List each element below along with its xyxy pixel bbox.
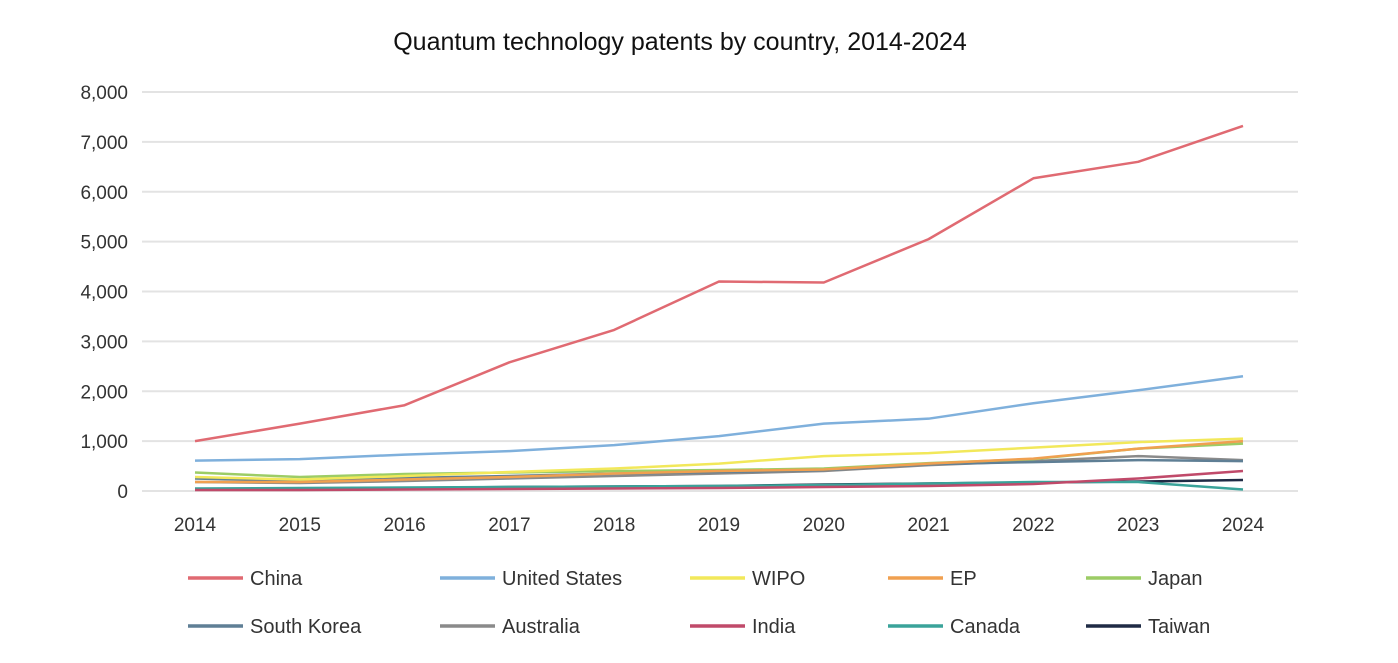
x-tick-label: 2020 (803, 515, 845, 536)
x-tick-label: 2015 (279, 515, 321, 536)
legend-label: Australia (502, 616, 581, 638)
y-tick-label: 2,000 (80, 382, 128, 403)
x-tick-label: 2018 (593, 515, 635, 536)
legend-label: China (250, 568, 303, 590)
x-tick-label: 2014 (174, 515, 217, 536)
chart-title: Quantum technology patents by country, 2… (393, 28, 967, 56)
y-tick-label: 8,000 (80, 83, 128, 104)
series-line-ep (195, 439, 1244, 484)
legend-label: United States (502, 568, 622, 590)
x-tick-label: 2023 (1117, 515, 1159, 536)
x-tick-label: 2016 (383, 515, 425, 536)
legend-label: South Korea (250, 616, 362, 638)
y-tick-label: 0 (117, 482, 128, 503)
legend-label: India (752, 616, 796, 638)
x-tick-label: 2022 (1012, 515, 1054, 536)
legend-label: Taiwan (1148, 616, 1210, 638)
legend-label: WIPO (752, 568, 805, 590)
y-tick-label: 5,000 (80, 233, 128, 254)
series-line-china (194, 124, 1244, 443)
series-line-wipo (194, 437, 1244, 481)
series-line-united-states (194, 375, 1244, 462)
legend-label: EP (950, 568, 977, 590)
y-tick-label: 7,000 (80, 133, 128, 154)
x-tick-label: 2017 (488, 515, 530, 536)
y-tick-label: 6,000 (80, 183, 128, 204)
x-tick-label: 2024 (1222, 515, 1265, 536)
y-tick-label: 4,000 (80, 283, 128, 304)
legend-label: Japan (1148, 568, 1203, 590)
y-tick-label: 3,000 (80, 332, 128, 353)
series-line-australia (194, 454, 1244, 485)
series-line-india (195, 469, 1244, 492)
x-tick-label: 2019 (698, 515, 740, 536)
legend-label: Canada (950, 616, 1021, 638)
y-tick-label: 1,000 (80, 432, 128, 453)
x-tick-label: 2021 (907, 515, 949, 536)
